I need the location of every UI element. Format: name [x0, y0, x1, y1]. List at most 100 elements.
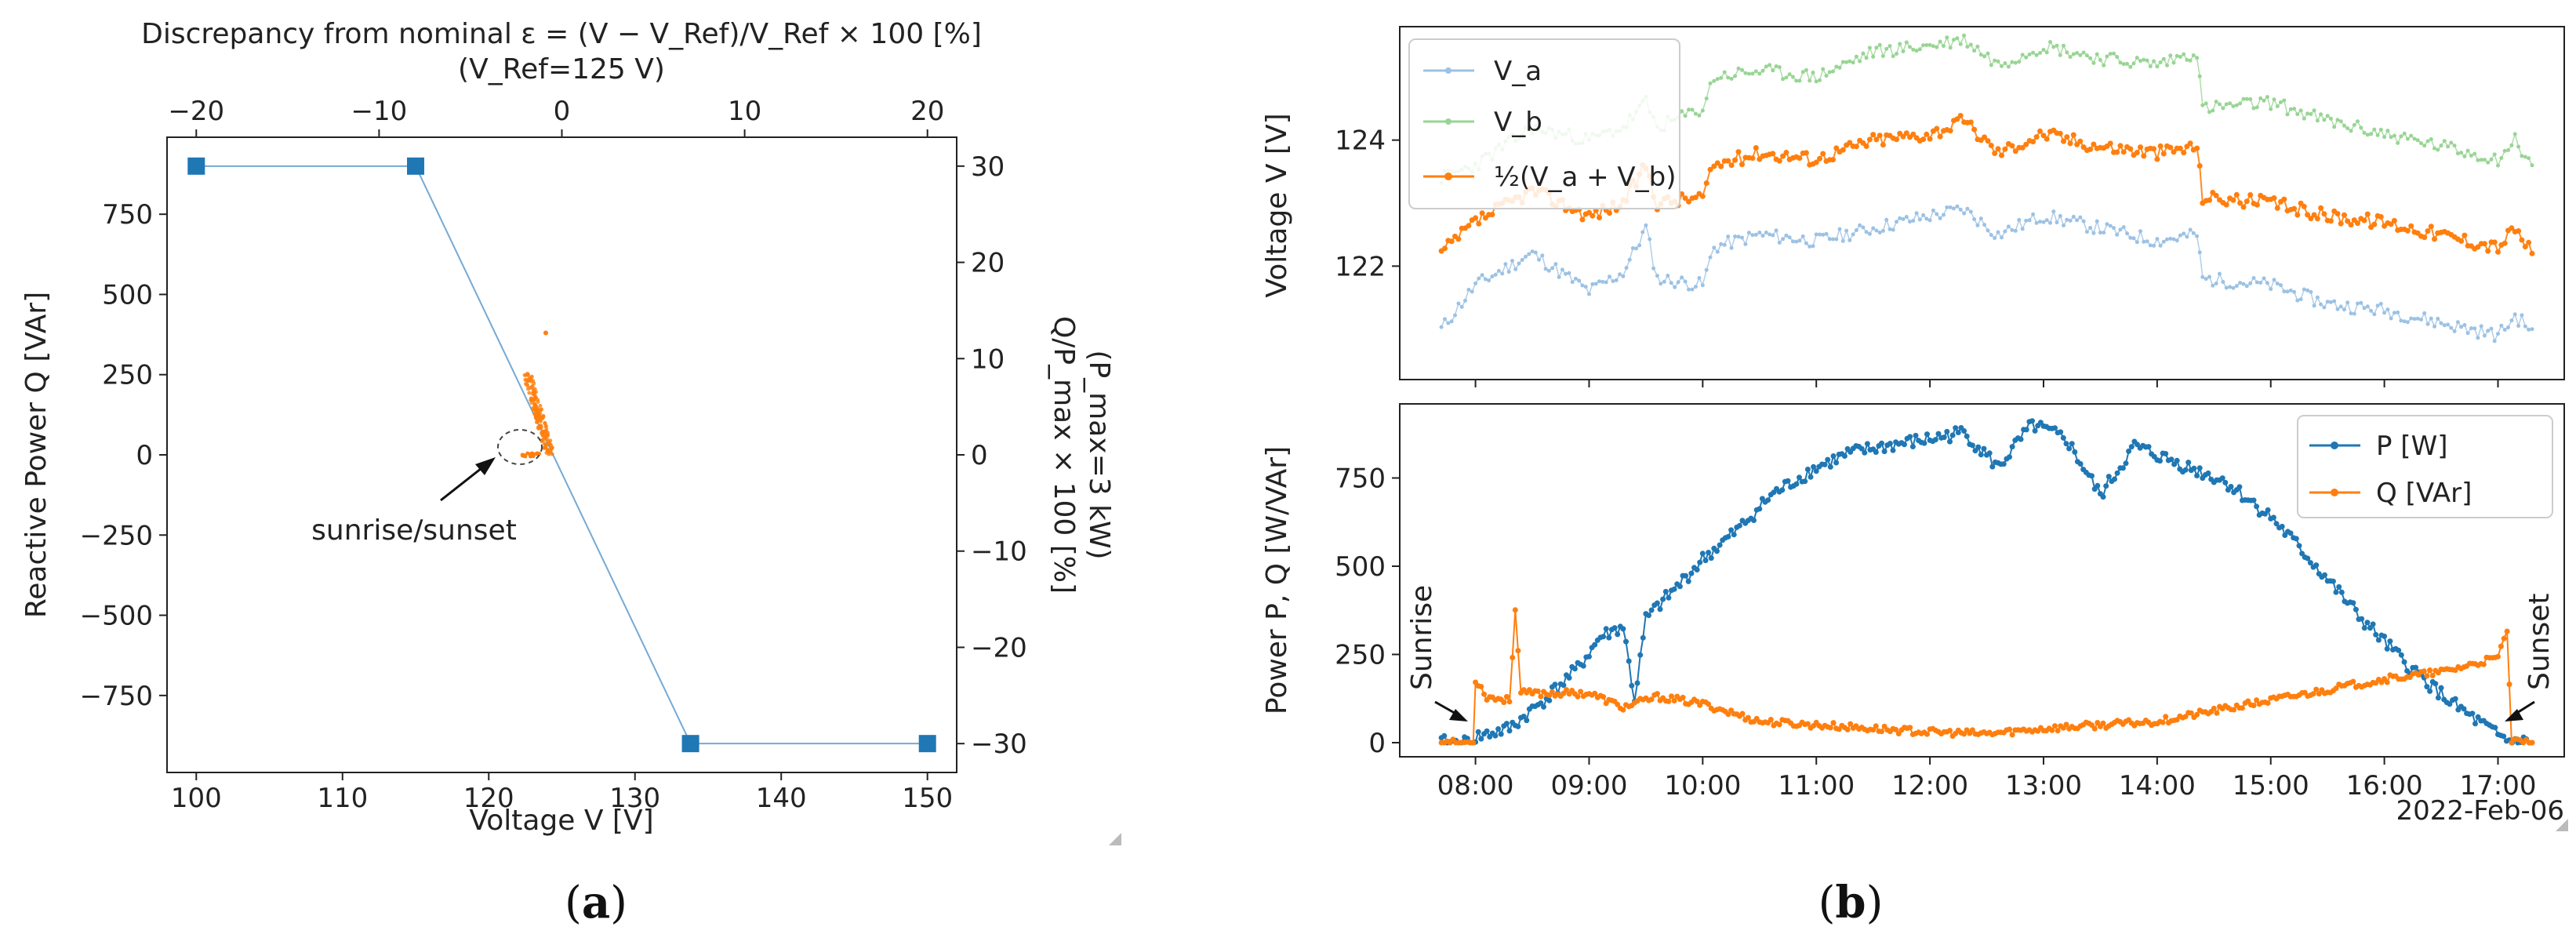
point-vavg — [2274, 205, 2280, 211]
point-q — [2095, 720, 2101, 725]
point-va — [1496, 268, 1501, 273]
point-va — [1533, 250, 1538, 255]
point-vavg — [2019, 144, 2026, 151]
point-vb — [2191, 53, 2196, 57]
cluster-point — [533, 390, 538, 394]
point-q — [1969, 727, 1975, 733]
point-q — [2211, 705, 2217, 711]
point-p — [1611, 625, 1618, 631]
point-vavg — [2519, 237, 2525, 243]
point-p — [1541, 703, 1546, 710]
point-p — [1600, 634, 1607, 640]
panel-a-ylabel: Reactive Power Q [VAr] — [20, 292, 53, 618]
point-vavg — [2151, 146, 2157, 152]
point-va — [2412, 317, 2417, 322]
point-p — [2105, 474, 2112, 480]
point-va — [1477, 276, 1481, 281]
point-p — [2361, 625, 2367, 631]
sunset-label: Sunset — [2523, 593, 2556, 690]
point-vb — [1690, 107, 1695, 112]
point-va — [2282, 289, 2287, 294]
point-vb — [1938, 39, 1942, 44]
point-p — [2452, 696, 2458, 702]
point-va — [1858, 223, 1862, 227]
point-va — [1861, 225, 1866, 230]
top-tick-label: 10 — [728, 96, 761, 127]
point-vb — [1708, 81, 1713, 85]
point-vavg — [2107, 140, 2113, 147]
point-vb — [2309, 112, 2313, 116]
point-va — [2084, 230, 2089, 234]
panel-a-plot — [187, 157, 936, 753]
point-q — [1680, 694, 1686, 700]
point-va — [2349, 311, 2353, 316]
cluster-point — [530, 391, 535, 396]
point-vb — [2492, 152, 2497, 157]
point-va — [2168, 236, 2173, 241]
point-va — [2422, 311, 2427, 315]
point-va — [2502, 328, 2507, 332]
point-va — [2108, 224, 2113, 228]
x-tick-label: 130 — [609, 783, 660, 814]
point-q — [1745, 714, 1751, 721]
point-va — [2432, 324, 2436, 329]
point-va — [2459, 325, 2464, 329]
right-tick-label: 30 — [971, 151, 1005, 183]
point-p — [2398, 652, 2404, 658]
point-q — [2009, 732, 2015, 738]
point-vb — [1811, 71, 1815, 75]
point-p — [1811, 463, 1817, 470]
point-va — [1618, 272, 1622, 277]
point-p — [1833, 460, 1840, 466]
point-vb — [2006, 64, 2011, 69]
cluster-point — [521, 453, 526, 458]
point-p — [2114, 470, 2120, 476]
point-vavg — [1455, 236, 1462, 242]
point-q — [1776, 721, 1782, 728]
y-tick-label: 122 — [1335, 251, 1386, 282]
point-vb — [1917, 47, 1922, 52]
point-q — [1844, 726, 1851, 732]
point-q — [2506, 681, 2512, 688]
point-q — [2231, 707, 2237, 713]
point-vavg — [1753, 145, 1759, 151]
point-vavg — [2064, 134, 2070, 140]
point-vb — [2118, 60, 2123, 65]
point-vb — [2372, 127, 2377, 132]
panel-a-y2sublabel: (P_max=3 kW) — [1083, 350, 1115, 559]
point-vavg — [2364, 211, 2371, 217]
point-p — [1944, 428, 1950, 434]
point-vb — [1824, 74, 1829, 78]
point-vavg — [2012, 148, 2018, 154]
point-q — [1564, 687, 1569, 693]
point-p — [1699, 551, 1706, 557]
point-va — [2476, 336, 2480, 340]
point-p — [2095, 482, 2101, 489]
caption-a-open: ( — [565, 878, 582, 929]
point-vb — [1965, 45, 1970, 49]
point-va — [1573, 276, 1578, 281]
point-vavg — [1957, 113, 1964, 118]
point-vb — [2425, 139, 2430, 144]
point-p — [1981, 445, 1987, 452]
point-vavg — [2177, 145, 2183, 151]
point-p — [2128, 444, 2135, 450]
point-vb — [2489, 157, 2494, 162]
point-va — [2211, 283, 2215, 288]
point-vb — [1687, 107, 1691, 112]
point-p — [1902, 442, 1907, 448]
point-vb — [2251, 106, 2256, 111]
point-vavg — [1682, 195, 1688, 202]
point-p — [2427, 688, 2433, 694]
point-vavg — [1607, 210, 1612, 216]
y-tick-label: 750 — [1335, 463, 1386, 495]
point-vb — [1867, 45, 1872, 50]
point-vavg — [2308, 216, 2314, 222]
point-vb — [1697, 113, 1702, 118]
x-tick-label: 110 — [317, 783, 368, 814]
point-q — [1666, 698, 1672, 704]
point-vavg — [1927, 136, 1933, 142]
point-p — [1586, 653, 1592, 660]
point-p — [2052, 425, 2058, 431]
point-va — [1945, 205, 1949, 209]
